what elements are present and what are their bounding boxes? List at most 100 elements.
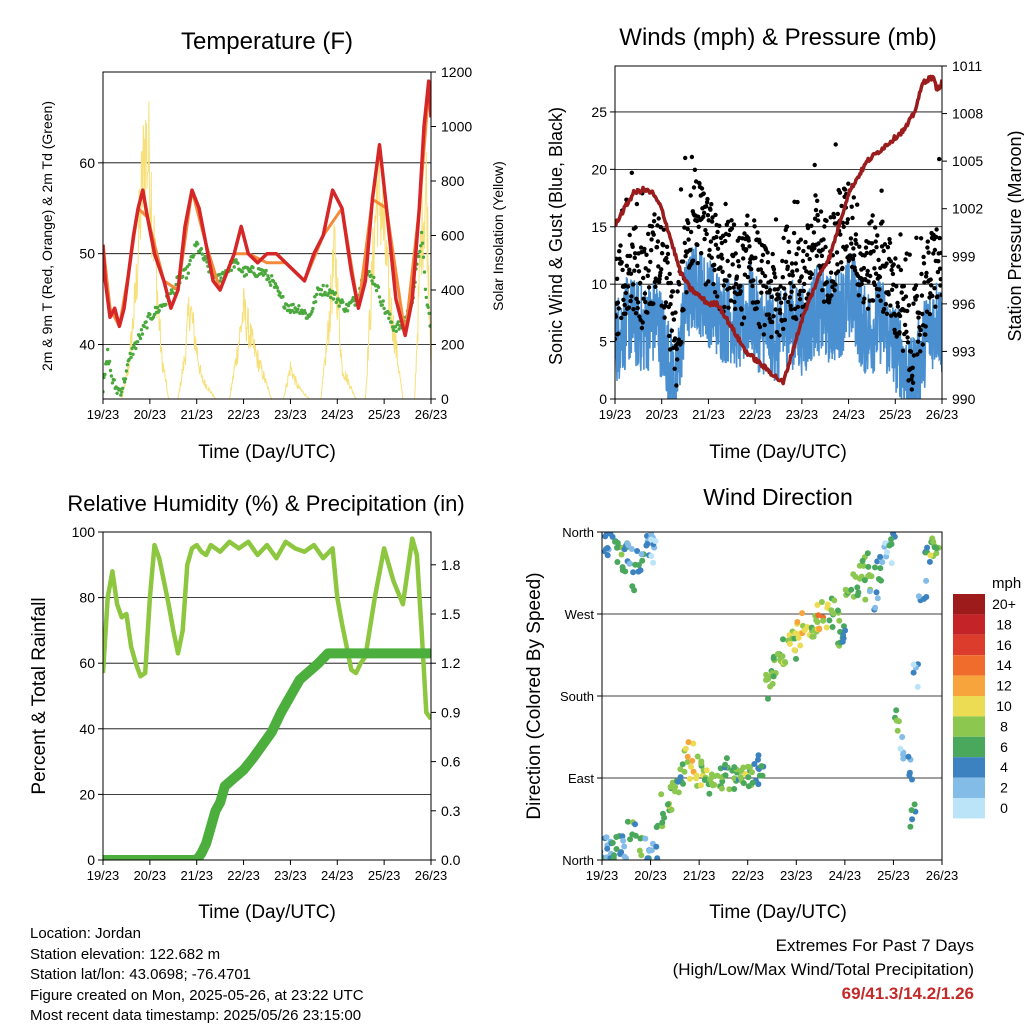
gust-point	[778, 300, 784, 305]
gust-point	[846, 181, 851, 186]
gust-point	[810, 242, 816, 247]
gust-point	[812, 162, 817, 168]
gust-point	[818, 209, 824, 214]
dewpoint-point	[125, 363, 130, 367]
gust-point	[615, 276, 620, 281]
direction-point	[856, 575, 863, 582]
direction-point	[646, 847, 653, 854]
gust-point	[624, 263, 629, 268]
gust-point	[821, 299, 827, 304]
gust-point	[701, 191, 706, 196]
temperature-title: Temperature (F)	[181, 28, 353, 55]
dewpoint-point	[199, 247, 204, 251]
direction-point	[637, 835, 644, 842]
direction-point	[711, 781, 718, 788]
direction-point	[842, 627, 849, 634]
gust-point	[772, 271, 777, 276]
direction-point	[854, 592, 861, 599]
humidity-ylabel: Percent & Total Rainfall	[29, 597, 50, 794]
gust-point	[686, 220, 691, 226]
dewpoint-point	[132, 344, 136, 348]
direction-point	[933, 550, 940, 557]
gust-point	[670, 289, 676, 294]
direction-point	[611, 852, 617, 859]
gust-point	[628, 298, 633, 304]
direction-xtick-label: 26/23	[926, 868, 959, 883]
winds-ytick-right-label: 1005	[952, 153, 983, 169]
gust-point	[939, 292, 942, 298]
gust-point	[724, 278, 729, 283]
direction-point	[697, 782, 704, 789]
direction-point	[685, 739, 692, 746]
temperature-ylabel: 2m & 9m T (Red, Orange) & 2m Td (Green)	[39, 101, 55, 371]
direction-point	[749, 779, 756, 786]
direction-xlabel: Time (Day/UTC)	[709, 902, 847, 923]
humidity-xtick-label: 20/23	[134, 868, 167, 883]
direction-point	[686, 775, 693, 782]
gust-point	[752, 224, 757, 229]
gust-point	[729, 226, 735, 231]
temperature-panel: Temperature (F) 40 50 60 19/23 20/23 21/23 22/…	[39, 28, 506, 463]
gust-point	[731, 222, 737, 227]
gust-point	[664, 255, 669, 261]
gust-point	[879, 188, 884, 193]
gust-point	[897, 313, 903, 319]
temperature-ytick-right-label: 400	[441, 282, 465, 298]
gust-point	[667, 271, 672, 277]
direction-point	[614, 559, 621, 565]
dewpoint-point	[310, 309, 314, 314]
gust-point	[788, 303, 793, 308]
direction-point	[726, 786, 733, 793]
gust-point	[689, 154, 695, 160]
winds-ytick-label: 25	[591, 104, 607, 120]
dewpoint-point	[263, 271, 267, 276]
gust-point	[824, 280, 830, 285]
dewpoint-point	[240, 270, 245, 274]
direction-point	[826, 617, 833, 624]
gust-point	[934, 234, 939, 240]
dewpoint-point	[367, 269, 371, 274]
gust-point	[709, 255, 714, 260]
gust-point	[816, 241, 821, 246]
gust-point	[865, 268, 870, 274]
gust-point	[905, 308, 910, 314]
gust-point	[674, 383, 679, 388]
gust-point	[701, 210, 707, 215]
gust-point	[919, 271, 924, 277]
gust-point	[911, 353, 917, 358]
gust-point	[872, 282, 877, 288]
dewpoint-point	[325, 284, 329, 288]
gust-point	[675, 357, 680, 362]
gust-point	[787, 272, 792, 278]
gust-point	[653, 284, 658, 289]
speed-colorbar: 20+ 18 16 14 12 10 8 6 4 2 0	[953, 594, 1016, 819]
gust-point	[645, 273, 650, 278]
gust-point	[861, 300, 866, 305]
gust-point	[773, 275, 778, 280]
gust-point	[718, 265, 723, 270]
humidity-frame	[102, 531, 432, 861]
gust-point	[665, 251, 671, 257]
direction-point	[634, 548, 641, 554]
gust-point	[802, 281, 807, 287]
humidity-ytick-label: 80	[79, 590, 95, 606]
gust-point	[725, 258, 730, 264]
direction-point	[703, 767, 710, 774]
dewpoint-point	[268, 280, 272, 284]
gust-point	[615, 336, 618, 342]
gust-point	[773, 307, 778, 312]
gust-point	[769, 294, 774, 300]
gust-point	[920, 342, 925, 347]
gust-point	[789, 307, 794, 312]
gust-point	[837, 190, 843, 195]
gust-point	[786, 249, 792, 255]
direction-point	[831, 597, 838, 604]
direction-point	[814, 619, 821, 625]
direction-point	[910, 669, 917, 676]
gust-point	[725, 219, 731, 224]
gust-point	[730, 262, 735, 267]
gust-point	[682, 225, 687, 230]
gust-point	[894, 284, 899, 289]
colorbar-label: 0	[1000, 800, 1008, 816]
gust-point	[913, 283, 919, 288]
